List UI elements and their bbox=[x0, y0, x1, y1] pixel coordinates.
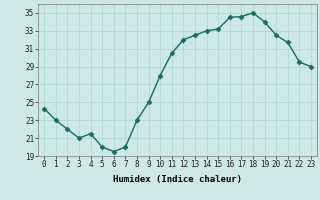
X-axis label: Humidex (Indice chaleur): Humidex (Indice chaleur) bbox=[113, 175, 242, 184]
